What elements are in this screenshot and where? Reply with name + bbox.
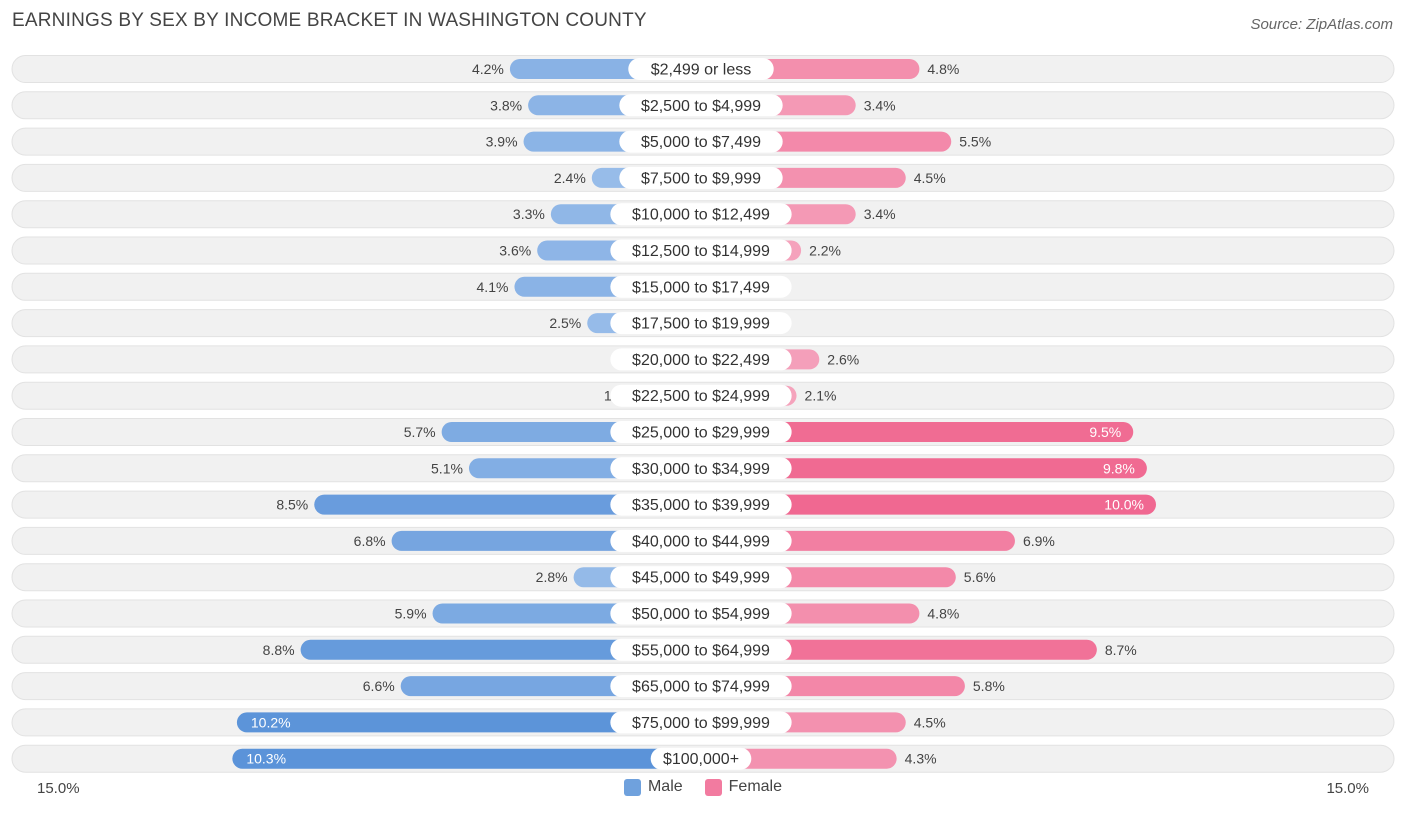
male-value-label: 8.5% [276, 497, 308, 513]
female-value-label: 2.6% [827, 351, 859, 367]
female-value-label: 9.5% [1089, 424, 1121, 440]
male-value-label: 6.6% [363, 678, 395, 694]
female-value-label: 3.4% [864, 97, 896, 113]
female-value-label: 3.4% [864, 206, 896, 222]
female-value-label: 6.9% [1023, 533, 1055, 549]
category-label: $100,000+ [663, 751, 739, 768]
male-value-label: 2.4% [554, 170, 586, 186]
female-value-label: 5.5% [959, 134, 991, 150]
male-value-label: 2.5% [549, 315, 581, 331]
female-value-label: 4.5% [914, 714, 946, 730]
category-label: $20,000 to $22,499 [632, 352, 770, 369]
male-value-label: 8.8% [263, 642, 295, 658]
category-label-pill [610, 529, 792, 552]
category-label: $5,000 to $7,499 [641, 134, 761, 151]
category-label-pill [650, 747, 752, 770]
male-value-label: 4.2% [472, 61, 504, 77]
female-value-label: 5.8% [973, 678, 1005, 694]
legend: Male Female [0, 778, 1406, 796]
female-value-label: 10.0% [1104, 497, 1144, 513]
category-label-pill [619, 166, 783, 189]
male-value-label: 10.3% [246, 751, 286, 767]
legend-swatch-male [623, 778, 641, 796]
category-label: $30,000 to $34,999 [632, 461, 770, 478]
male-value-label: 4.1% [477, 279, 509, 295]
female-bar [701, 458, 1147, 479]
male-value-label: 2.8% [536, 569, 568, 585]
female-value-label: 4.8% [927, 61, 959, 77]
category-label: $2,499 or less [651, 62, 752, 79]
male-bar [232, 748, 701, 769]
male-bar [314, 494, 701, 515]
category-label-pill [619, 94, 783, 117]
category-label: $17,500 to $19,999 [632, 316, 770, 333]
male-bar [236, 712, 701, 733]
male-bar [300, 639, 701, 660]
category-label: $35,000 to $39,999 [632, 497, 770, 514]
legend-swatch-female [704, 778, 722, 796]
category-label: $45,000 to $49,999 [632, 570, 770, 587]
category-label: $10,000 to $12,499 [632, 207, 770, 224]
legend-label-male: Male [647, 778, 683, 795]
category-label: $22,500 to $24,999 [632, 388, 770, 405]
male-value-label: 5.1% [431, 460, 463, 476]
female-value-label: 4.5% [914, 170, 946, 186]
axis-left-label: 15.0% [37, 780, 80, 797]
category-label-pill [610, 275, 792, 298]
category-label-pill [610, 312, 792, 335]
legend-item-female[interactable]: Female [704, 778, 783, 796]
male-value-label: 3.9% [486, 134, 518, 150]
category-label-pill [619, 130, 783, 153]
legend-item-male[interactable]: Male [623, 778, 683, 796]
male-value-label: 5.9% [395, 606, 427, 622]
category-label-pill [610, 203, 792, 226]
female-value-label: 4.8% [927, 606, 959, 622]
category-label: $50,000 to $54,999 [632, 606, 770, 623]
axis-right-label: 15.0% [1326, 780, 1369, 797]
category-label-pill [610, 493, 792, 516]
category-label: $40,000 to $44,999 [632, 533, 770, 550]
female-value-label: 2.2% [809, 243, 841, 259]
category-label-pill [610, 457, 792, 480]
category-label-pill [628, 58, 774, 80]
female-value-label: 4.3% [905, 751, 937, 767]
category-label-pill [610, 638, 792, 661]
category-label: $2,500 to $4,999 [641, 98, 761, 115]
female-value-label: 5.6% [964, 569, 996, 585]
chart-title: EARNINGS BY SEX BY INCOME BRACKET IN WAS… [12, 10, 647, 31]
male-value-label: 5.7% [404, 424, 436, 440]
category-label: $75,000 to $99,999 [632, 715, 770, 732]
legend-label-female: Female [728, 778, 783, 795]
female-value-label: 8.7% [1105, 642, 1137, 658]
category-label: $55,000 to $64,999 [632, 642, 770, 659]
category-label: $25,000 to $29,999 [632, 425, 770, 442]
female-bar [701, 422, 1134, 442]
female-value-label: 2.1% [805, 388, 837, 404]
category-label-pill [610, 421, 792, 443]
male-value-label: 3.6% [499, 243, 531, 259]
category-label: $7,500 to $9,999 [641, 170, 761, 187]
category-label-pill [610, 384, 792, 407]
female-bar [701, 494, 1156, 515]
category-label: $15,000 to $17,499 [632, 279, 770, 296]
male-value-label: 10.2% [251, 714, 291, 730]
category-label-pill [610, 348, 792, 371]
category-label-pill [610, 566, 792, 589]
category-label-pill [610, 602, 792, 625]
category-label: $65,000 to $74,999 [632, 679, 770, 696]
female-bar [701, 639, 1097, 660]
male-value-label: 6.8% [354, 533, 386, 549]
category-label-pill [610, 675, 792, 698]
category-label-pill [610, 239, 792, 262]
male-value-label: 3.3% [513, 206, 545, 222]
female-value-label: 9.8% [1103, 460, 1135, 476]
source-note: Source: ZipAtlas.com [1250, 16, 1393, 33]
category-label-pill [610, 711, 792, 734]
category-label: $12,500 to $14,999 [632, 243, 770, 260]
male-value-label: 3.8% [490, 97, 522, 113]
